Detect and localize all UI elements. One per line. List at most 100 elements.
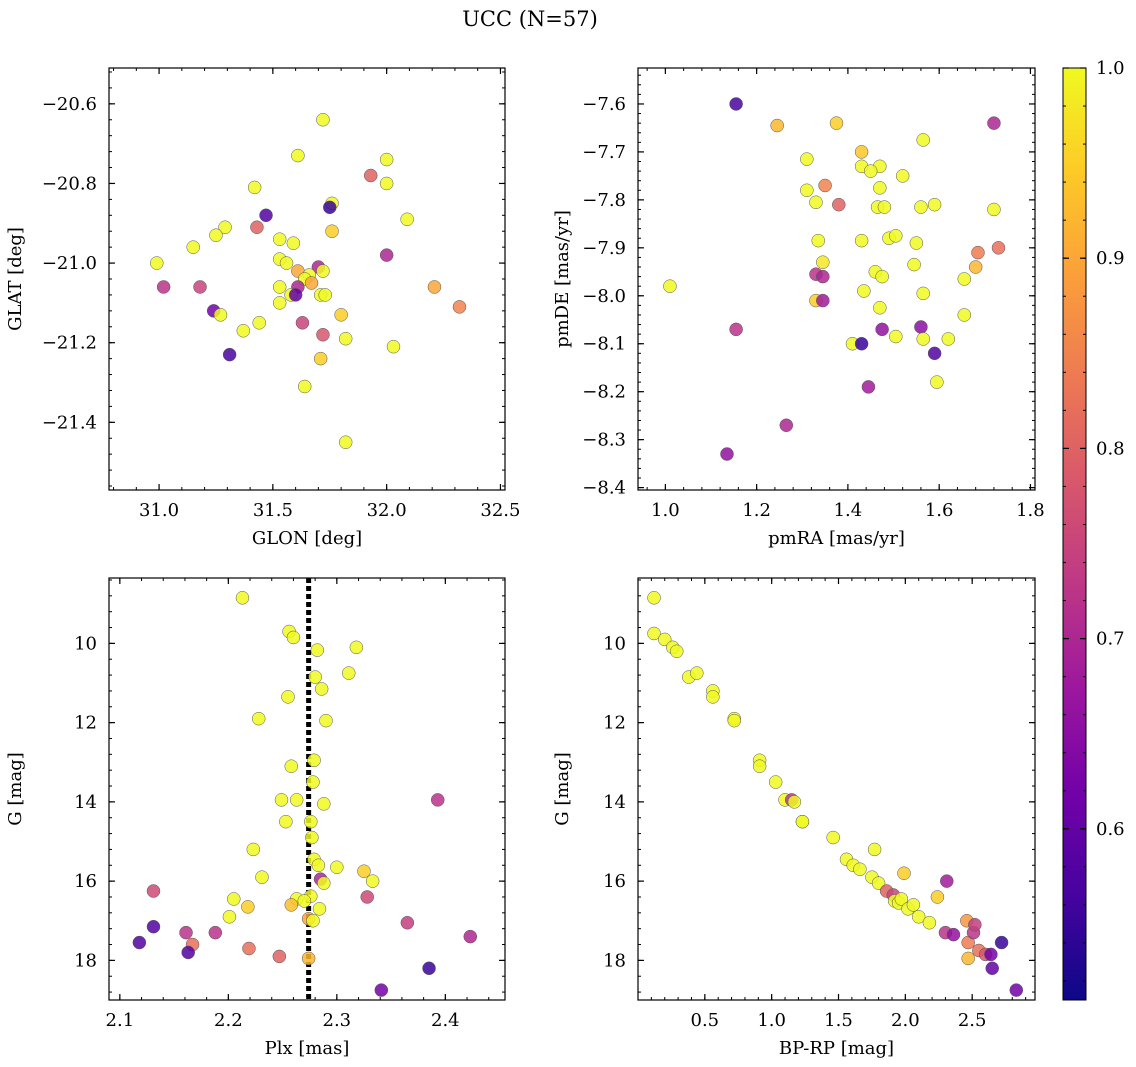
- data-point: [894, 892, 909, 906]
- data-point: [272, 280, 287, 294]
- data-point: [430, 793, 445, 807]
- x-tick-label: 2.1: [106, 1010, 135, 1031]
- data-point: [971, 245, 985, 260]
- data-point: [991, 241, 1006, 255]
- x-tick-label: 1.2: [742, 500, 771, 521]
- data-point: [909, 236, 924, 250]
- y-tick-label: 18: [74, 950, 97, 971]
- data-point: [365, 874, 380, 888]
- axes-frame: [637, 577, 1036, 1001]
- data-point: [279, 256, 294, 270]
- data-point: [222, 347, 237, 362]
- data-point: [338, 331, 353, 346]
- data-point: [829, 116, 844, 130]
- figure-title: UCC (N=57): [462, 7, 598, 31]
- data-point: [729, 322, 743, 337]
- data-point: [906, 898, 921, 912]
- data-point: [284, 759, 299, 773]
- data-point: [379, 152, 394, 167]
- data-point: [288, 288, 303, 302]
- data-point: [186, 240, 200, 254]
- x-axis-label: BP-RP [mag]: [779, 1038, 894, 1059]
- data-point: [213, 308, 228, 322]
- data-point: [914, 320, 928, 334]
- data-point: [146, 884, 161, 898]
- data-point: [663, 279, 677, 293]
- data-point: [916, 286, 930, 301]
- data-point: [946, 927, 961, 942]
- data-point: [670, 644, 684, 659]
- data-point: [241, 900, 255, 914]
- y-axis-label: pmDE [mas/yr]: [552, 210, 573, 348]
- data-point: [308, 670, 322, 684]
- data-point: [854, 145, 869, 159]
- data-point: [809, 195, 823, 210]
- colorbar-gradient: [1062, 67, 1087, 1001]
- data-point: [295, 316, 310, 330]
- data-point: [208, 925, 223, 940]
- data-point: [281, 690, 295, 704]
- data-point: [779, 418, 794, 433]
- data-point: [291, 148, 305, 163]
- data-point: [957, 308, 972, 322]
- data-point: [179, 925, 193, 940]
- x-tick-label: 1.5: [824, 1010, 853, 1031]
- x-tick-label: 2.5: [958, 1010, 987, 1031]
- y-tick-label: −7.9: [582, 238, 626, 259]
- data-point: [889, 229, 903, 243]
- data-point: [987, 202, 1001, 217]
- data-point: [873, 181, 887, 195]
- data-point: [316, 264, 330, 278]
- data-point: [770, 118, 784, 133]
- data-point: [323, 200, 337, 215]
- data-point: [853, 862, 867, 876]
- data-point: [987, 116, 1001, 130]
- x-axis-label: pmRA [mas/yr]: [768, 528, 905, 549]
- data-point: [863, 164, 878, 178]
- data-point: [193, 280, 207, 294]
- data-point: [325, 224, 339, 238]
- y-tick-label: 10: [603, 633, 626, 654]
- data-point: [895, 169, 910, 183]
- data-point: [875, 322, 889, 337]
- data-point: [330, 860, 344, 875]
- data-point: [379, 248, 394, 262]
- data-point: [242, 941, 256, 956]
- data-point: [307, 753, 321, 768]
- data-point: [889, 329, 903, 344]
- scatter-points: [647, 591, 1024, 997]
- data-point: [957, 272, 972, 286]
- data-point: [146, 919, 161, 934]
- data-point: [374, 983, 389, 997]
- panel-pmra-pmde: 1.0 1.2 1.4 1.6 1.8 −7.6 −7.7 −7.8 −7.9 −8.0 −8.1 −…: [552, 67, 1045, 549]
- data-point: [930, 890, 945, 904]
- data-point: [318, 288, 332, 302]
- data-point: [422, 961, 436, 976]
- x-tick-label: 32.5: [480, 500, 520, 521]
- data-point: [181, 945, 195, 960]
- data-point: [317, 797, 331, 811]
- data-point: [907, 257, 921, 272]
- data-point: [940, 874, 954, 888]
- data-point: [647, 626, 661, 641]
- data-point: [916, 133, 930, 147]
- data-point: [150, 256, 164, 270]
- data-point: [272, 296, 287, 310]
- data-point: [252, 316, 266, 330]
- data-point: [875, 269, 889, 284]
- data-point: [916, 332, 930, 346]
- data-point: [787, 795, 802, 809]
- data-point: [304, 276, 319, 290]
- data-point: [316, 327, 330, 342]
- panels: 31.0 31.5 32.0 32.5 −20.6 −20.8 −21.0 −21.2 −21.…: [5, 67, 1045, 1059]
- data-point: [768, 775, 783, 789]
- data-point: [272, 232, 287, 246]
- data-point: [227, 892, 241, 906]
- data-point: [922, 915, 937, 930]
- data-point: [816, 269, 830, 284]
- data-point: [832, 197, 846, 212]
- y-tick-label: 16: [74, 871, 97, 892]
- data-point: [927, 346, 942, 361]
- data-point: [222, 910, 237, 924]
